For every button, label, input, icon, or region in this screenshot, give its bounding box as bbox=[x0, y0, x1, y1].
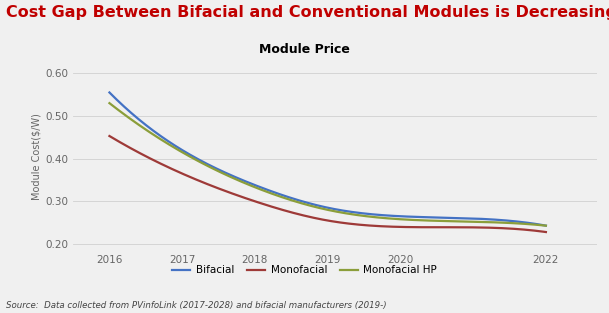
Bifacial bbox=[365, 212, 373, 216]
Monofacial bbox=[364, 223, 371, 227]
Monofacial HP bbox=[107, 102, 114, 106]
Text: Cost Gap Between Bifacial and Conventional Modules is Decreasing: Cost Gap Between Bifacial and Convention… bbox=[6, 5, 609, 20]
Monofacial bbox=[365, 223, 373, 227]
Legend: Bifacial, Monofacial, Monofacial HP: Bifacial, Monofacial, Monofacial HP bbox=[167, 261, 442, 280]
Monofacial bbox=[373, 224, 380, 228]
Bifacial bbox=[501, 218, 509, 222]
Monofacial bbox=[542, 230, 549, 234]
Monofacial HP bbox=[501, 221, 509, 225]
Line: Bifacial: Bifacial bbox=[110, 92, 546, 226]
Monofacial HP bbox=[365, 215, 373, 218]
Monofacial HP bbox=[364, 214, 371, 218]
Monofacial bbox=[107, 135, 114, 139]
Monofacial bbox=[474, 226, 481, 229]
Bifacial bbox=[106, 90, 113, 94]
Bifacial bbox=[364, 212, 371, 216]
Line: Monofacial: Monofacial bbox=[110, 136, 546, 232]
Bifacial bbox=[474, 217, 481, 221]
Monofacial bbox=[106, 134, 113, 138]
Bifacial bbox=[542, 224, 549, 228]
Monofacial HP bbox=[106, 101, 113, 105]
Bifacial bbox=[107, 92, 114, 96]
Text: Module Price: Module Price bbox=[259, 43, 350, 56]
Bifacial bbox=[373, 213, 380, 217]
Monofacial HP bbox=[474, 220, 481, 224]
Monofacial HP bbox=[542, 224, 549, 228]
Monofacial HP bbox=[373, 215, 380, 219]
Line: Monofacial HP: Monofacial HP bbox=[110, 103, 546, 226]
Y-axis label: Module Cost($/W): Module Cost($/W) bbox=[31, 113, 41, 200]
Text: Source:  Data collected from PVinfoLink (2017-2028) and bifacial manufacturers (: Source: Data collected from PVinfoLink (… bbox=[6, 301, 387, 310]
Monofacial bbox=[501, 226, 509, 230]
